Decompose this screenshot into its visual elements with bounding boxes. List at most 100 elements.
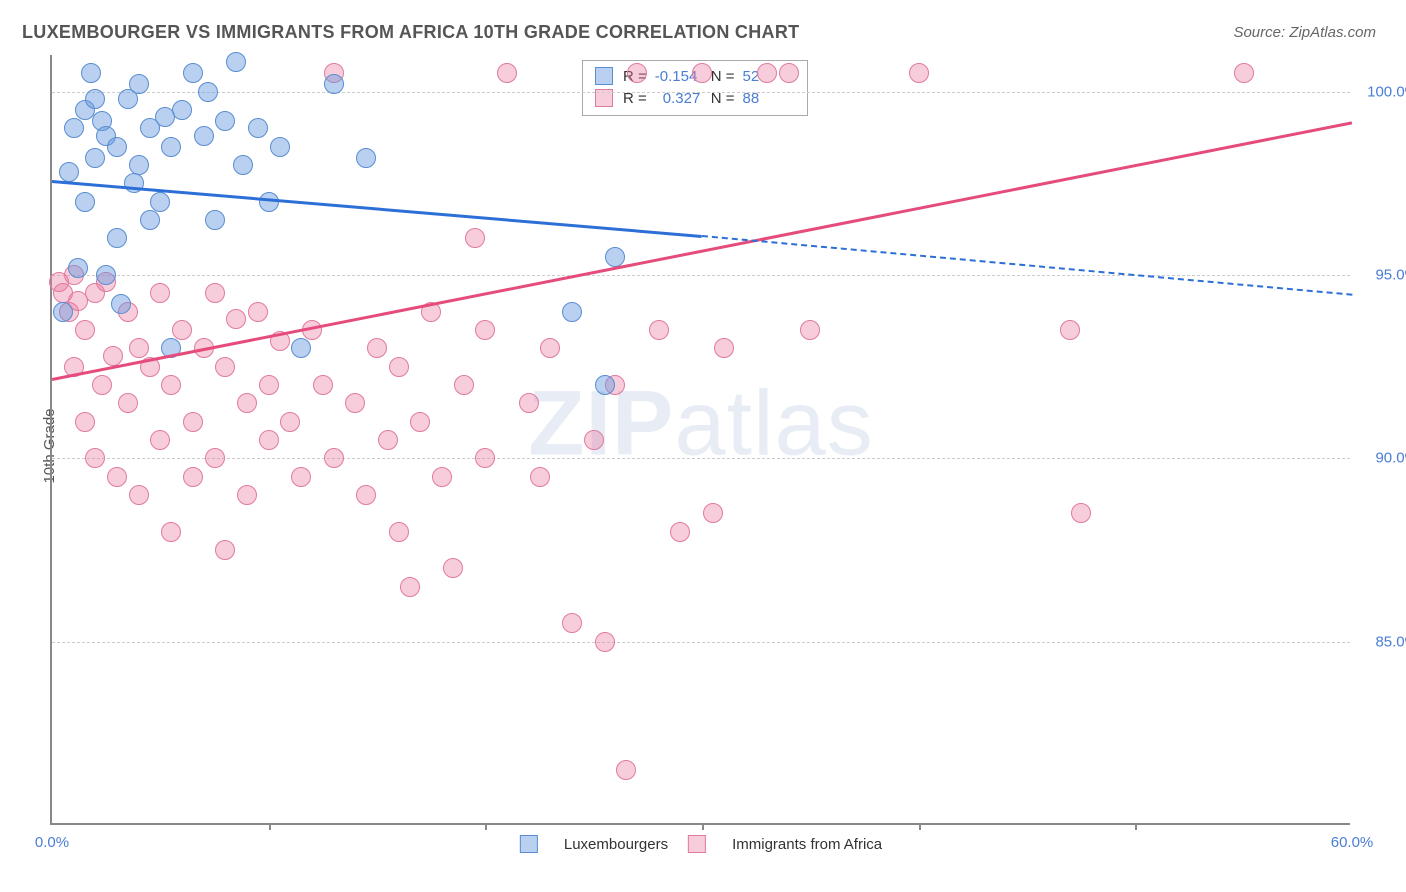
scatter-point-lux bbox=[183, 63, 203, 83]
scatter-point-afr bbox=[75, 412, 95, 432]
scatter-point-afr bbox=[161, 522, 181, 542]
scatter-point-afr bbox=[367, 338, 387, 358]
y-tick-label: 100.0% bbox=[1367, 83, 1406, 100]
scatter-point-lux bbox=[150, 192, 170, 212]
scatter-point-afr bbox=[443, 558, 463, 578]
legend-swatch-icon bbox=[688, 835, 706, 853]
scatter-point-afr bbox=[215, 357, 235, 377]
scatter-point-afr bbox=[432, 467, 452, 487]
scatter-point-afr bbox=[237, 393, 257, 413]
scatter-point-lux bbox=[85, 148, 105, 168]
scatter-point-lux bbox=[75, 192, 95, 212]
legend-swatch-icon bbox=[520, 835, 538, 853]
scatter-point-afr bbox=[519, 393, 539, 413]
x-tick-label: 60.0% bbox=[1331, 834, 1374, 851]
scatter-point-afr bbox=[291, 467, 311, 487]
scatter-point-afr bbox=[75, 320, 95, 340]
scatter-point-afr bbox=[356, 485, 376, 505]
scatter-point-lux bbox=[140, 210, 160, 230]
scatter-point-lux bbox=[107, 137, 127, 157]
gridline bbox=[52, 458, 1350, 459]
scatter-point-lux bbox=[111, 294, 131, 314]
scatter-point-afr bbox=[465, 228, 485, 248]
scatter-point-lux bbox=[172, 100, 192, 120]
scatter-point-afr bbox=[129, 485, 149, 505]
scatter-point-lux bbox=[68, 258, 88, 278]
scatter-point-afr bbox=[909, 63, 929, 83]
scatter-point-afr bbox=[92, 375, 112, 395]
scatter-point-lux bbox=[562, 302, 582, 322]
scatter-point-afr bbox=[616, 760, 636, 780]
scatter-point-lux bbox=[198, 82, 218, 102]
scatter-point-afr bbox=[183, 412, 203, 432]
y-tick-label: 90.0% bbox=[1375, 450, 1406, 467]
scatter-point-afr bbox=[530, 467, 550, 487]
scatter-point-afr bbox=[248, 302, 268, 322]
scatter-point-lux bbox=[595, 375, 615, 395]
scatter-point-lux bbox=[59, 162, 79, 182]
scatter-point-afr bbox=[400, 577, 420, 597]
scatter-plot-area: ZIPatlas R = -0.154 N = 52 R = 0.327 N =… bbox=[50, 55, 1350, 825]
scatter-point-afr bbox=[1071, 503, 1091, 523]
scatter-point-afr bbox=[107, 467, 127, 487]
legend-label: Immigrants from Africa bbox=[732, 836, 882, 853]
scatter-point-afr bbox=[714, 338, 734, 358]
x-tick-label: 0.0% bbox=[35, 834, 69, 851]
scatter-point-afr bbox=[703, 503, 723, 523]
scatter-point-afr bbox=[649, 320, 669, 340]
scatter-point-afr bbox=[259, 430, 279, 450]
scatter-point-afr bbox=[1234, 63, 1254, 83]
scatter-point-lux bbox=[64, 118, 84, 138]
scatter-point-lux bbox=[233, 155, 253, 175]
scatter-point-afr bbox=[280, 412, 300, 432]
scatter-point-lux bbox=[324, 74, 344, 94]
scatter-point-afr bbox=[313, 375, 333, 395]
scatter-point-afr bbox=[345, 393, 365, 413]
scatter-point-afr bbox=[150, 283, 170, 303]
scatter-point-lux bbox=[226, 52, 246, 72]
scatter-point-afr bbox=[150, 430, 170, 450]
gridline bbox=[52, 642, 1350, 643]
scatter-point-afr bbox=[259, 375, 279, 395]
scatter-point-afr bbox=[161, 375, 181, 395]
scatter-point-lux bbox=[270, 137, 290, 157]
scatter-point-afr bbox=[540, 338, 560, 358]
scatter-point-afr bbox=[389, 357, 409, 377]
chart-title: LUXEMBOURGER VS IMMIGRANTS FROM AFRICA 1… bbox=[22, 22, 799, 43]
scatter-point-afr bbox=[172, 320, 192, 340]
scatter-point-afr bbox=[670, 522, 690, 542]
legend-label: Luxembourgers bbox=[564, 836, 668, 853]
scatter-point-afr bbox=[129, 338, 149, 358]
scatter-point-afr bbox=[595, 632, 615, 652]
source-attribution: Source: ZipAtlas.com bbox=[1233, 24, 1376, 41]
scatter-point-afr bbox=[584, 430, 604, 450]
scatter-point-afr bbox=[692, 63, 712, 83]
scatter-point-afr bbox=[454, 375, 474, 395]
scatter-point-afr bbox=[757, 63, 777, 83]
scatter-point-lux bbox=[129, 155, 149, 175]
scatter-point-afr bbox=[378, 430, 398, 450]
scatter-point-afr bbox=[205, 283, 225, 303]
scatter-point-afr bbox=[389, 522, 409, 542]
scatter-point-afr bbox=[562, 613, 582, 633]
scatter-point-afr bbox=[85, 448, 105, 468]
gridline bbox=[52, 92, 1350, 93]
x-tick-mark bbox=[702, 823, 704, 830]
scatter-point-afr bbox=[324, 448, 344, 468]
scatter-point-lux bbox=[605, 247, 625, 267]
scatter-point-lux bbox=[205, 210, 225, 230]
scatter-point-lux bbox=[356, 148, 376, 168]
scatter-point-lux bbox=[81, 63, 101, 83]
bottom-legend: Luxembourgers Immigrants from Africa bbox=[520, 835, 882, 853]
watermark: ZIPatlas bbox=[528, 371, 873, 476]
scatter-point-lux bbox=[107, 228, 127, 248]
scatter-point-afr bbox=[475, 448, 495, 468]
scatter-point-afr bbox=[205, 448, 225, 468]
scatter-point-afr bbox=[475, 320, 495, 340]
scatter-point-lux bbox=[291, 338, 311, 358]
x-tick-mark bbox=[919, 823, 921, 830]
scatter-point-afr bbox=[237, 485, 257, 505]
scatter-point-lux bbox=[129, 74, 149, 94]
scatter-point-afr bbox=[497, 63, 517, 83]
scatter-point-lux bbox=[96, 265, 116, 285]
